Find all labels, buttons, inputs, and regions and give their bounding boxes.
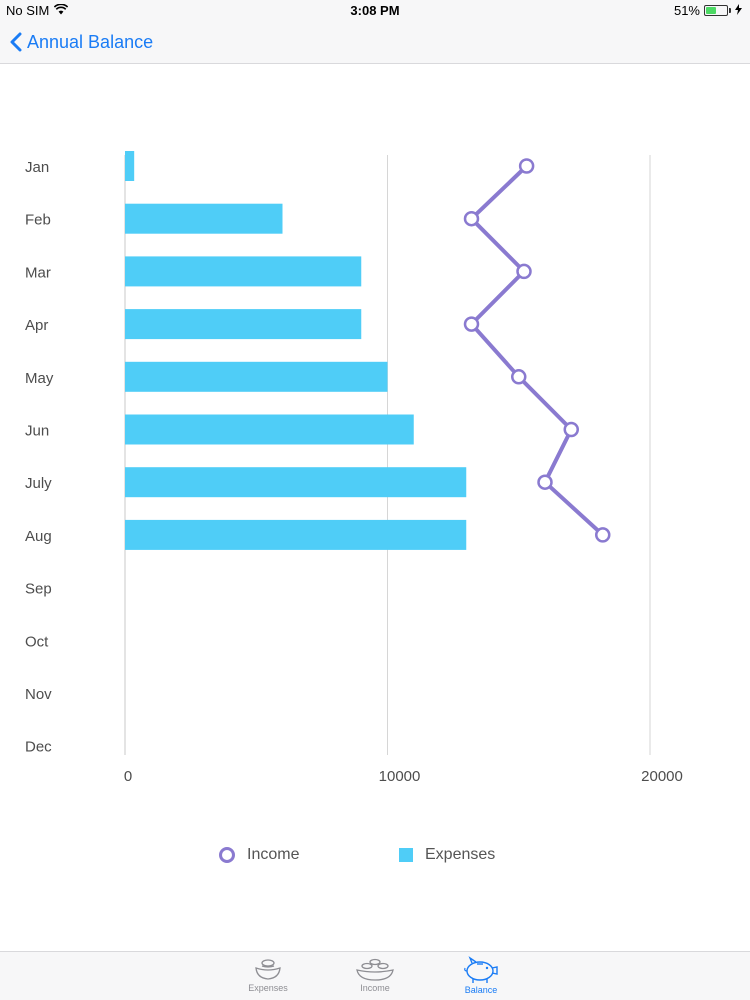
coins-bowl-icon [255, 959, 281, 980]
income-ring-icon [219, 847, 235, 863]
legend-income-label: Income [247, 846, 300, 863]
status-bar: No SIM 3:08 PM 51% [0, 0, 750, 22]
income-point-aug [595, 527, 611, 543]
expense-bar-apr [125, 309, 362, 340]
navigation-bar: Annual Balance [0, 22, 750, 64]
battery-icon [704, 5, 728, 16]
tab-balance-label: Balance [464, 985, 498, 995]
month-label-nov: Nov [25, 686, 52, 703]
expense-bar-may [125, 361, 388, 392]
x-tick-labels: 0 10000 20000 [124, 768, 683, 785]
annual-balance-chart: Jan Feb Mar Apr May Jun July Aug Sep Oct Nov Dec 0 1… [25, 151, 683, 785]
month-label-mar: Mar [25, 264, 51, 281]
x-tick-label: 0 [124, 768, 132, 785]
income-point-may [511, 369, 527, 385]
status-right: 51% [674, 3, 742, 18]
money-stack-icon [356, 958, 394, 981]
x-tick-label: 10000 [379, 768, 421, 785]
chart-legend: Income Expenses [0, 846, 750, 870]
income-point-mar [516, 263, 532, 280]
month-label-may: May [25, 370, 54, 387]
expenses-bars [125, 151, 467, 550]
income-series-line [469, 164, 605, 537]
tab-bar: Expenses Income Balance [0, 951, 750, 1000]
month-label-dec: Dec [25, 739, 52, 756]
wifi-icon [54, 3, 69, 18]
month-label-jan: Jan [25, 159, 49, 176]
expense-bar-jun [125, 414, 414, 445]
x-tick-label: 20000 [641, 768, 683, 785]
month-label-apr: Apr [25, 317, 48, 334]
expense-bar-jan [125, 151, 135, 181]
tab-income[interactable]: Income [340, 956, 410, 993]
month-label-july: July [25, 475, 52, 492]
month-label-sep: Sep [25, 581, 52, 598]
income-point-july [537, 474, 553, 490]
month-label-oct: Oct [25, 633, 49, 650]
status-left: No SIM [6, 3, 69, 18]
charging-bolt-icon [735, 3, 742, 18]
carrier-label: No SIM [6, 3, 50, 18]
expense-bar-aug [125, 519, 467, 550]
battery-percent: 51% [673, 3, 700, 18]
tab-balance[interactable]: Balance [446, 956, 516, 995]
income-point-apr [463, 316, 480, 332]
month-labels: Jan Feb Mar Apr May Jun July Aug Sep Oct Nov Dec [25, 159, 54, 756]
income-line [463, 158, 611, 543]
income-point-jan [518, 158, 535, 174]
legend-expenses-label: Expenses [425, 846, 496, 863]
expense-bar-feb [125, 203, 283, 234]
income-point-jun [563, 421, 579, 438]
tab-expenses-label: Expenses [248, 983, 288, 993]
legend-income[interactable]: Income [219, 846, 299, 864]
month-label-feb: Feb [25, 212, 51, 229]
expenses-square-icon [399, 848, 413, 862]
expense-bar-july [125, 467, 467, 498]
month-label-aug: Aug [25, 528, 52, 545]
back-button-label: Annual Balance [27, 31, 154, 52]
tab-income-label: Income [360, 983, 390, 993]
tab-expenses[interactable]: Expenses [233, 956, 303, 993]
piggy-bank-icon [464, 956, 498, 983]
expense-bar-mar [125, 256, 362, 287]
battery-cap [729, 8, 731, 13]
chevron-left-icon [10, 32, 22, 52]
legend-expenses[interactable]: Expenses [399, 846, 495, 864]
grid-lines [124, 155, 651, 755]
status-time: 3:08 PM [350, 3, 400, 18]
month-label-jun: Jun [25, 423, 49, 440]
back-button[interactable]: Annual Balance [10, 28, 153, 56]
income-point-feb [463, 210, 480, 227]
